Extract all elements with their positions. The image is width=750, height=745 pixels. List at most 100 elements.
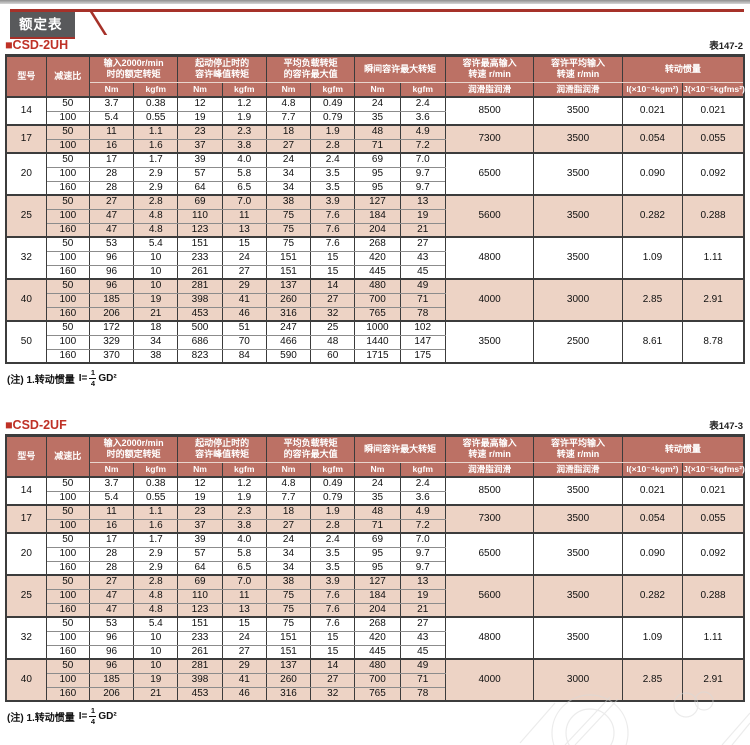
value-cell: 27 bbox=[399, 616, 446, 632]
speed-avg-cell: 3000 bbox=[533, 278, 623, 322]
value-cell: 206 bbox=[88, 686, 135, 702]
value-cell: 34 bbox=[265, 166, 312, 182]
value-cell: 3.6 bbox=[399, 490, 446, 506]
header-ratio: 减速比 bbox=[45, 435, 90, 478]
table-row: 50 50 172 18 500 51 247 25 1000 102 3500 2500 8.61 8.… bbox=[5, 320, 745, 364]
value-cell: 185 bbox=[88, 292, 135, 308]
unit-nm: Nm bbox=[177, 81, 223, 98]
ratio-cell: 160 bbox=[45, 264, 90, 280]
value-cell: 27 bbox=[88, 574, 135, 590]
note-text: (注) 1.转动惯量 bbox=[7, 374, 75, 386]
value-cell: 1.6 bbox=[133, 138, 179, 154]
value-cell: 32 bbox=[310, 686, 356, 702]
value-cell: 48 bbox=[354, 124, 401, 140]
header-line: 容许平均输入 bbox=[551, 58, 606, 68]
table-row: 40 50 96 10 281 29 137 14 480 49 4000 3000 2.85 2.91 bbox=[5, 658, 745, 702]
inertia-j-cell: 0.288 bbox=[682, 574, 745, 618]
table-row: 14 50 3.7 0.38 12 1.2 4.8 0.49 24 2.4 8500 3500 0.02… bbox=[5, 476, 745, 506]
table-row: 25 50 27 2.8 69 7.0 38 3.9 127 13 5600 3500 0.282 0.2… bbox=[5, 194, 745, 238]
inertia-note: (注) 1.转动惯量 I= 1 4 GD² bbox=[7, 707, 745, 725]
ratio-cell: 100 bbox=[45, 630, 90, 646]
value-cell: 445 bbox=[354, 264, 401, 280]
value-cell: 110 bbox=[177, 588, 223, 604]
value-cell: 151 bbox=[265, 644, 312, 660]
formula-suffix: GD² bbox=[98, 372, 117, 384]
value-cell: 466 bbox=[265, 334, 312, 350]
header-line: 容许最高输入 bbox=[462, 58, 517, 68]
speed-max-cell: 7300 bbox=[444, 504, 535, 534]
speed-avg-cell: 3500 bbox=[533, 124, 623, 154]
unit-nm: Nm bbox=[265, 81, 312, 98]
value-cell: 57 bbox=[177, 546, 223, 562]
ratio-cell: 50 bbox=[45, 152, 90, 168]
value-cell: 3.5 bbox=[310, 560, 356, 576]
value-cell: 95 bbox=[354, 180, 401, 196]
inertia-i-cell: 0.021 bbox=[621, 96, 684, 126]
ratings-table-container: 型号 减速比 输入2000r/min 时的额定转矩 起动停止时的 容许峰值转矩 平均负载转矩… bbox=[5, 54, 745, 365]
value-cell: 38 bbox=[265, 574, 312, 590]
value-cell: 71 bbox=[399, 292, 446, 308]
formula-lhs: I= bbox=[78, 372, 88, 384]
value-cell: 48 bbox=[310, 334, 356, 350]
value-cell: 84 bbox=[221, 348, 267, 364]
unit-kgfm: kgfm bbox=[399, 81, 446, 98]
value-cell: 19 bbox=[177, 490, 223, 506]
unit-lubrication: 润滑脂润滑 bbox=[533, 81, 623, 98]
model-cell: 40 bbox=[5, 278, 47, 322]
table-row: 160 47 4.8 123 13 75 7.6 204 21 bbox=[6, 222, 744, 238]
value-cell: 0.55 bbox=[133, 490, 179, 506]
value-cell: 34 bbox=[133, 334, 179, 350]
header-row-groups: 型号 减速比 输入2000r/min 时的额定转矩 起动停止时的 容许峰值转矩 平均负载转矩… bbox=[5, 435, 745, 478]
value-cell: 3.6 bbox=[399, 110, 446, 126]
value-cell: 34 bbox=[265, 546, 312, 562]
value-cell: 686 bbox=[177, 334, 223, 350]
table-row: 14 50 3.7 0.38 12 1.2 4.8 0.49 24 2.4 8500 3500 0.02… bbox=[5, 96, 745, 126]
unit-kgfm: kgfm bbox=[133, 81, 179, 98]
value-cell: 96 bbox=[88, 278, 135, 294]
ratio-cell: 160 bbox=[45, 644, 90, 660]
value-cell: 3.5 bbox=[310, 166, 356, 182]
note-formula: I= 1 4 GD² bbox=[79, 369, 117, 387]
value-cell: 35 bbox=[354, 490, 401, 506]
ratio-cell: 100 bbox=[45, 334, 90, 350]
value-cell: 2.4 bbox=[399, 96, 446, 112]
inertia-i-cell: 0.282 bbox=[621, 574, 684, 618]
inertia-i-cell: 0.090 bbox=[621, 532, 684, 576]
value-cell: 127 bbox=[354, 574, 401, 590]
inertia-j-cell: 0.288 bbox=[682, 194, 745, 238]
value-cell: 765 bbox=[354, 306, 401, 322]
speed-avg-cell: 3500 bbox=[533, 236, 623, 280]
value-cell: 43 bbox=[399, 250, 446, 266]
formula-suffix: GD² bbox=[98, 710, 117, 722]
value-cell: 823 bbox=[177, 348, 223, 364]
value-cell: 2.4 bbox=[310, 532, 356, 548]
section-title: ■CSD-2UF bbox=[5, 418, 67, 432]
ratio-cell: 100 bbox=[45, 208, 90, 224]
header-speed-avg: 容许平均输入 转速 r/min bbox=[533, 435, 623, 463]
value-cell: 445 bbox=[354, 644, 401, 660]
speed-avg-cell: 2500 bbox=[533, 320, 623, 364]
value-cell: 47 bbox=[88, 222, 135, 238]
value-cell: 4.8 bbox=[133, 588, 179, 604]
header-speed-max: 容许最高输入 转速 r/min bbox=[444, 55, 535, 83]
value-cell: 0.79 bbox=[310, 110, 356, 126]
fraction: 1 4 bbox=[89, 369, 97, 387]
value-cell: 15 bbox=[221, 236, 267, 252]
speed-avg-cell: 3500 bbox=[533, 532, 623, 576]
header-model: 型号 bbox=[5, 55, 47, 98]
speed-avg-cell: 3500 bbox=[533, 96, 623, 126]
unit-kgfm: kgfm bbox=[310, 461, 356, 478]
table-row: 25 50 27 2.8 69 7.0 38 3.9 127 13 5600 3500 0.282 0.2… bbox=[5, 574, 745, 618]
value-cell: 398 bbox=[177, 292, 223, 308]
ratio-cell: 50 bbox=[45, 194, 90, 210]
value-cell: 1000 bbox=[354, 320, 401, 336]
value-cell: 2.3 bbox=[221, 124, 267, 140]
value-cell: 96 bbox=[88, 630, 135, 646]
value-cell: 45 bbox=[399, 264, 446, 280]
table-row: 100 28 2.9 57 5.8 34 3.5 95 9.7 bbox=[6, 166, 744, 182]
banner-accent-line bbox=[10, 9, 744, 12]
ratings-table: 型号 减速比 输入2000r/min 时的额定转矩 起动停止时的 容许峰值转矩 平均负载转矩… bbox=[5, 54, 745, 365]
model-cell: 40 bbox=[5, 658, 47, 702]
value-cell: 75 bbox=[265, 208, 312, 224]
header-group-avg-load-torque-max: 平均负载转矩 的容许最大值 bbox=[265, 55, 356, 83]
